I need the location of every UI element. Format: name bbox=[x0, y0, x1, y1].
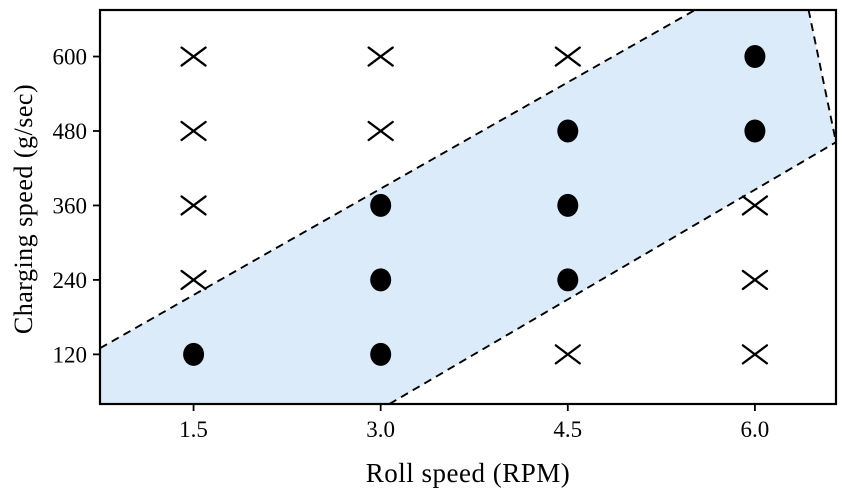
x-tick-label: 6.0 bbox=[741, 417, 770, 442]
band-dashed-border-line bbox=[388, 141, 836, 404]
x-tick-label: 3.0 bbox=[366, 417, 395, 442]
x-marker bbox=[180, 195, 207, 216]
x-axis-title: Roll speed (RPM) bbox=[365, 458, 571, 488]
x-marker bbox=[741, 195, 769, 216]
x-marker bbox=[741, 344, 769, 365]
circle-marker bbox=[183, 342, 205, 366]
plot-border bbox=[98, 8, 838, 406]
band-dashed-border-line bbox=[807, 10, 836, 143]
x-marker bbox=[367, 120, 394, 142]
circle-marker bbox=[557, 268, 579, 292]
circle-marker bbox=[370, 268, 392, 292]
y-tick-label: 480 bbox=[53, 119, 88, 144]
x-marker bbox=[180, 120, 207, 142]
x-marker bbox=[367, 46, 394, 67]
y-tick-label: 240 bbox=[53, 268, 88, 293]
circle-marker bbox=[744, 119, 766, 143]
y-tick-label: 360 bbox=[53, 193, 88, 218]
shaded-diagonal-band bbox=[100, 10, 836, 404]
x-tick-label: 4.5 bbox=[553, 417, 582, 442]
y-axis-title: Charging speed (g/sec) bbox=[9, 83, 38, 335]
y-tick-label: 120 bbox=[53, 342, 88, 367]
x-marker bbox=[741, 269, 769, 291]
y-tick-label: 600 bbox=[53, 45, 88, 70]
x-marker bbox=[554, 46, 581, 67]
x-marker bbox=[180, 46, 207, 67]
circle-marker bbox=[557, 119, 579, 143]
circle-marker bbox=[744, 45, 766, 68]
circle-marker bbox=[557, 193, 579, 217]
band-dashed-border-line bbox=[100, 10, 696, 350]
x-marker bbox=[554, 344, 581, 365]
x-tick-label: 1.5 bbox=[179, 417, 208, 442]
circle-marker bbox=[370, 193, 392, 217]
circle-marker bbox=[370, 342, 392, 366]
x-marker bbox=[180, 269, 207, 291]
